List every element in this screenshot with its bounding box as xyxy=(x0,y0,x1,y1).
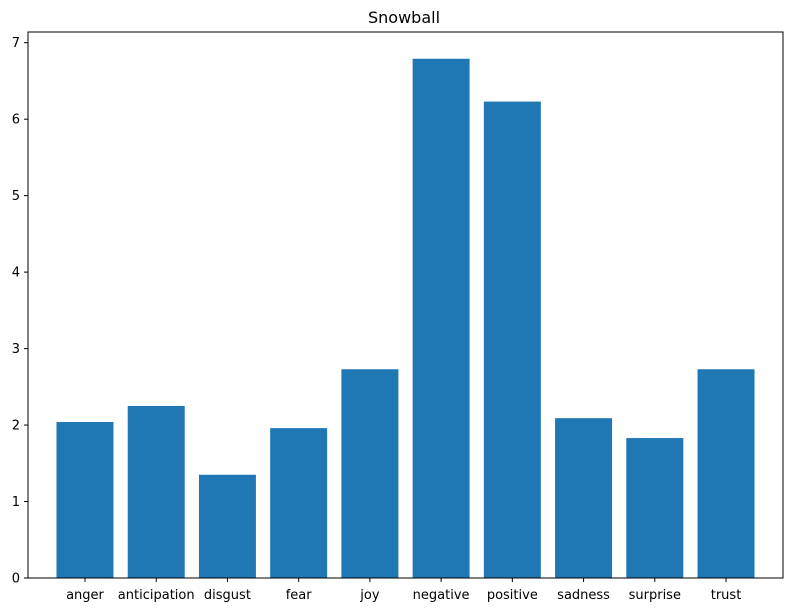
y-tick-label: 5 xyxy=(12,189,20,204)
y-tick-label: 2 xyxy=(12,419,20,434)
x-tick-label-fear: fear xyxy=(286,588,313,603)
bar-surprise xyxy=(626,438,684,578)
x-tick-label-trust: trust xyxy=(711,588,742,603)
bar-trust xyxy=(697,369,755,578)
x-tick-label-surprise: surprise xyxy=(629,588,681,603)
bar-fear xyxy=(270,428,328,578)
x-tick-label-anticipation: anticipation xyxy=(118,588,195,603)
bars-layer xyxy=(56,58,755,578)
y-tick-label: 4 xyxy=(12,266,20,281)
x-tick-label-disgust: disgust xyxy=(204,588,251,603)
chart-title: Snowball xyxy=(368,8,440,27)
bar-positive xyxy=(483,101,541,578)
bar-anger xyxy=(56,422,114,578)
x-tick-label-sadness: sadness xyxy=(557,588,610,603)
y-tick-label: 1 xyxy=(12,495,20,510)
x-axis-ticks: anger anticipation disgust fear joy negative p… xyxy=(66,578,741,603)
y-tick-label: 0 xyxy=(12,572,20,587)
bar-disgust xyxy=(198,474,256,578)
y-tick-label: 7 xyxy=(12,36,20,51)
x-tick-label-positive: positive xyxy=(487,588,538,603)
plot-frame xyxy=(27,31,784,579)
bar-joy xyxy=(341,369,399,578)
bar-sadness xyxy=(555,418,613,578)
bar-anticipation xyxy=(127,405,185,578)
y-tick-label: 3 xyxy=(12,342,20,357)
axes-layer xyxy=(27,31,784,579)
y-axis-ticks: 0 1 2 3 4 5 6 7 xyxy=(12,36,28,587)
x-tick-label-anger: anger xyxy=(66,588,104,603)
y-tick-label: 6 xyxy=(12,113,20,128)
x-tick-label-negative: negative xyxy=(413,588,470,603)
bar-negative xyxy=(412,58,470,578)
x-tick-label-joy: joy xyxy=(359,588,380,603)
